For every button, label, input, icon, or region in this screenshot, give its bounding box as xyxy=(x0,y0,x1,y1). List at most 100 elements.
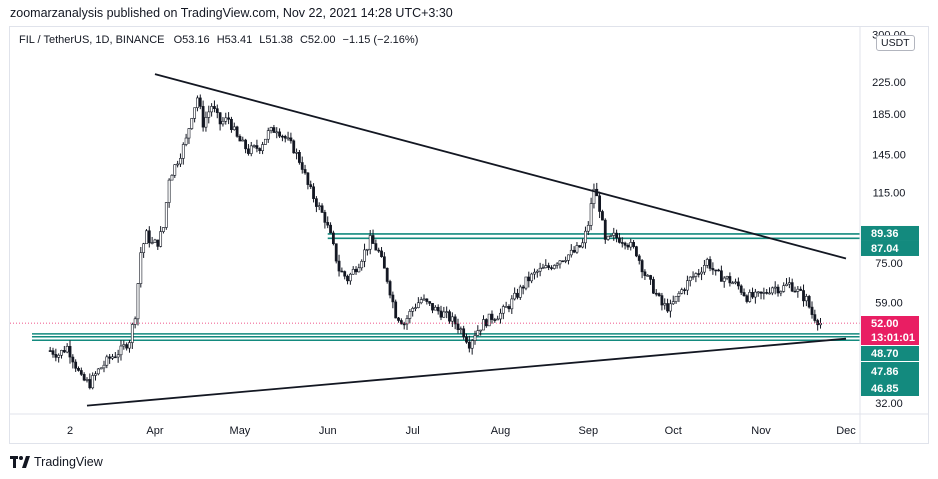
candle-body xyxy=(490,313,494,320)
candle-body xyxy=(292,140,296,154)
candle-body xyxy=(618,237,621,243)
candle-body xyxy=(419,299,423,304)
candle-body xyxy=(272,127,276,133)
candle-body xyxy=(113,356,117,359)
candle-body xyxy=(510,298,514,310)
candle-body xyxy=(561,260,565,263)
candle-body xyxy=(533,271,536,275)
candle-body xyxy=(275,131,279,134)
candle-body xyxy=(354,268,358,273)
y-tick-label: 32.00 xyxy=(875,398,903,410)
candle-body xyxy=(501,306,505,314)
candle-body xyxy=(691,276,695,278)
candle-body xyxy=(615,232,618,239)
trendline-lower xyxy=(86,337,847,407)
candle-body xyxy=(210,106,214,113)
candle-body xyxy=(153,239,157,243)
candle-body xyxy=(626,244,630,248)
candle-body xyxy=(125,344,129,349)
candle-body xyxy=(241,139,245,142)
candle-body xyxy=(425,298,429,302)
candle-body xyxy=(442,311,446,318)
level-tag-48-70-text: 48.70 xyxy=(871,348,899,360)
candle-body xyxy=(94,373,97,376)
candle-body xyxy=(167,179,171,203)
candle-body xyxy=(654,292,658,295)
candle-body xyxy=(48,350,52,352)
candle-body xyxy=(380,250,383,258)
candle-body xyxy=(62,350,66,353)
candle-body xyxy=(221,120,225,125)
candle-body xyxy=(164,202,168,228)
candle-body xyxy=(756,291,760,294)
tradingview-brand[interactable]: TradingView xyxy=(10,455,103,469)
candle-body xyxy=(224,117,228,122)
candle-body xyxy=(397,317,400,321)
candle-body xyxy=(82,374,86,381)
candle-body xyxy=(739,285,743,293)
candle-body xyxy=(799,288,803,291)
candle-body xyxy=(215,108,219,113)
candle-body xyxy=(541,267,545,270)
x-tick-label: Oct xyxy=(665,425,682,437)
candle-body xyxy=(459,328,463,331)
candle-body xyxy=(804,296,808,302)
candle-body xyxy=(173,164,177,176)
candle-body xyxy=(496,318,500,321)
currency-button[interactable]: USDT xyxy=(876,35,915,51)
y-tick-label: 225.00 xyxy=(872,77,906,89)
brand-label: TradingView xyxy=(34,455,103,469)
candle-body xyxy=(416,302,420,308)
candle-body xyxy=(85,379,89,381)
candle-body xyxy=(207,111,211,118)
x-tick-label: May xyxy=(230,425,251,437)
x-tick-label: Dec xyxy=(836,425,856,437)
price-tags: 89.36 87.04 52.00 13:01:01 48.70 47.86 46.85 xyxy=(861,225,919,396)
candle-body xyxy=(351,268,355,275)
candle-body xyxy=(74,361,78,369)
candle-body xyxy=(640,260,644,273)
candle-body xyxy=(405,318,409,325)
candle-body xyxy=(122,344,126,347)
level-tag-87-bg xyxy=(861,240,919,256)
candle-body xyxy=(700,271,703,275)
x-tick-label: Nov xyxy=(751,425,771,437)
candle-body xyxy=(298,152,301,163)
candle-body xyxy=(51,350,55,355)
candle-body xyxy=(479,329,483,332)
candle-body xyxy=(312,186,315,199)
x-tick-label: Aug xyxy=(491,425,511,437)
candle-body xyxy=(518,286,522,298)
candle-body xyxy=(399,320,403,325)
horizontal-levels xyxy=(32,233,860,342)
candle-body xyxy=(145,230,148,245)
x-tick-label: Jul xyxy=(406,425,420,437)
countdown-tag-text: 13:01:01 xyxy=(871,332,915,344)
candle-body xyxy=(708,259,712,269)
candle-body xyxy=(303,169,307,174)
candle-body xyxy=(714,269,718,272)
candle-body xyxy=(759,291,763,294)
candle-body xyxy=(793,290,797,293)
x-tick-label: Apr xyxy=(146,425,163,437)
candle-body xyxy=(360,261,364,269)
candle-body xyxy=(462,328,466,338)
candle-body xyxy=(810,306,814,315)
candle-body xyxy=(719,270,723,282)
candle-body xyxy=(448,311,451,322)
candle-body xyxy=(643,271,647,276)
candle-body xyxy=(487,313,491,327)
candle-body xyxy=(702,265,706,273)
candle-body xyxy=(249,145,253,154)
candle-body xyxy=(669,303,672,312)
x-tick-label: 2 xyxy=(67,425,73,437)
candle-body xyxy=(306,172,310,185)
chart-pane[interactable] xyxy=(9,26,929,444)
trendlines xyxy=(10,73,860,407)
candle-body xyxy=(467,341,471,349)
candle-body xyxy=(445,311,449,313)
candle-body xyxy=(365,248,369,251)
candle-body xyxy=(261,144,264,152)
candle-body xyxy=(544,265,548,269)
